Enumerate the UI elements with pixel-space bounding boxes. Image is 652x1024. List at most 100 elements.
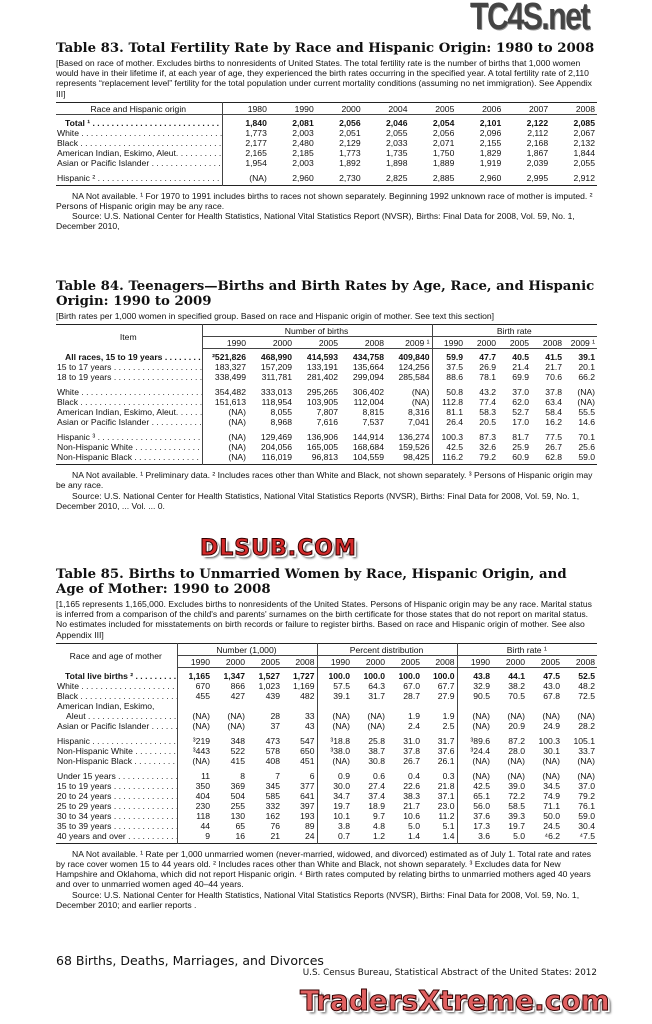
table-83-notes: NA Not available. ¹ For 1970 to 1991 inc… (56, 191, 597, 232)
table-cell: (NA) (472, 770, 491, 781)
table-cell: 415 (230, 755, 245, 766)
table-cell: 52.7 (512, 407, 530, 418)
column-header: 2008 (340, 336, 386, 350)
table-cell: 37 (270, 720, 280, 731)
table-cell: 159,526 (386, 442, 433, 453)
table-cell: 409,840 (386, 348, 433, 363)
table-cell: 1,727 (282, 667, 318, 681)
table-cell: 26.7 (403, 755, 420, 766)
table-cell: 2,185 (292, 147, 314, 158)
table-cell: 18.9 (368, 800, 385, 811)
row-label: Non-Hispanic Black (56, 755, 178, 766)
table-cell: 193 (282, 810, 318, 821)
table-cell: 124,256 (386, 362, 433, 373)
table-cell: 2,051 (339, 127, 361, 138)
table-cell: 2,885 (432, 172, 455, 183)
table-cell: 1.4 (408, 830, 420, 841)
table-cell: 100.0 (328, 670, 350, 681)
column-header: 2008 (550, 102, 597, 115)
table-cell: 6 (282, 765, 318, 781)
table-cell: 37.0 (512, 387, 530, 398)
table-cell: 31.7 (368, 690, 385, 701)
table-cell: 397 (282, 800, 318, 811)
table-cell: 162 (265, 810, 280, 821)
table-cell: 504 (230, 790, 245, 801)
table-cell: 64.3 (368, 680, 385, 691)
table-cell: 2,055 (385, 127, 408, 138)
table-cell: 105.1 (573, 735, 596, 746)
row-label: American Indian, Eskimo, Aleut. (56, 407, 203, 418)
row-label: 15 to 17 years (56, 362, 203, 373)
table-cell: (NA) (577, 710, 596, 721)
footnote: NA Not available. ¹ Preliminary data. ² … (56, 470, 593, 491)
table-cell: 98,425 (386, 452, 433, 465)
table-cell (317, 701, 352, 711)
row-label: 35 to 39 years (56, 820, 178, 831)
table-cell: 56.0 (473, 800, 491, 811)
column-header: 1990 (177, 655, 212, 668)
table-cell: 2,132 (573, 137, 595, 148)
table-cell: 100.3 (441, 432, 464, 443)
table-cell: 63.4 (545, 397, 563, 408)
table-cell (562, 701, 597, 711)
row-label: Asian or Pacific Islander (56, 417, 203, 428)
table-cell: 118 (196, 810, 210, 821)
column-header-label: Race and Hispanic origin (56, 102, 223, 115)
row-label-text: All races, 15 to 19 years (65, 352, 201, 362)
page-footer-title: 68 Births, Deaths, Marriages, and Divorc… (56, 953, 324, 968)
table-cell: (NA) (332, 710, 350, 721)
table-cell: 4.8 (373, 820, 385, 831)
table-cell: 1.2 (373, 830, 385, 841)
table-cell: 547 (282, 730, 318, 746)
table-cell: 37.8 (403, 745, 420, 756)
row-label-text: 25 to 29 years (57, 801, 176, 811)
table-cell: 43.0 (543, 680, 561, 691)
table-cell: 58.5 (508, 800, 526, 811)
table-cell: 2,056 (432, 127, 455, 138)
table-84: Item Number of births Birth rate 1990 2000 20… (56, 324, 598, 466)
table-cell: 670 (195, 680, 210, 691)
table-cell: 1,898 (385, 157, 408, 168)
table-cell: 30.4 (578, 820, 596, 831)
column-group-header: Birth rate ¹ (457, 643, 598, 656)
table-cell: 2,033 (385, 137, 408, 148)
table-cell: 2,056 (339, 117, 361, 128)
table-cell: 295,265 (306, 387, 338, 398)
table-cell: 1,527 (258, 670, 280, 681)
table-cell: 66.2 (578, 372, 596, 383)
table-cell: 37.8 (545, 387, 563, 398)
table-cell: 369 (230, 780, 245, 791)
table-cell: 32.9 (473, 680, 491, 691)
column-group-header: Birth rate (432, 324, 598, 338)
table-cell: 0.9 (338, 770, 350, 781)
table-cell: 1,889 (432, 157, 455, 168)
footnote: NA Not available. ¹ For 1970 to 1991 inc… (56, 190, 593, 212)
table-cell: 39.3 (508, 810, 526, 821)
row-label: Non-Hispanic White (56, 745, 178, 756)
table-cell: 43.8 (473, 670, 491, 681)
table-cell: (NA) (192, 755, 210, 766)
table-cell: 59.0 (578, 452, 596, 463)
table-row: Non-Hispanic White (NA) 204,056 165,005 168,… (56, 442, 597, 453)
table-cell: 281,402 (306, 372, 338, 383)
table-cell: (NA) (507, 755, 526, 766)
table-row: 15 to 17 years 183,327 157,209 133,191 135,6… (56, 362, 597, 373)
column-header: 2000 (492, 655, 528, 668)
table-cell: 9 (205, 830, 210, 841)
column-header: 1990 (457, 655, 493, 668)
table-cell: 37.0 (578, 780, 596, 791)
table-cell: 1,919 (479, 157, 502, 168)
table-cell: 37.5 (446, 362, 464, 373)
column-header: 2007 (503, 102, 551, 115)
table-cell: 354,482 (214, 387, 246, 398)
table-cell: 333,013 (260, 387, 292, 398)
column-header: 2000 (352, 655, 387, 668)
table-cell: 1,867 (526, 147, 549, 158)
table-cell: 7,807 (316, 407, 338, 418)
table-cell: 10.1 (333, 810, 350, 821)
table-cell: 50.0 (543, 810, 561, 821)
table-cell: 37.6 (473, 810, 491, 821)
column-header: 1990 (268, 102, 316, 115)
